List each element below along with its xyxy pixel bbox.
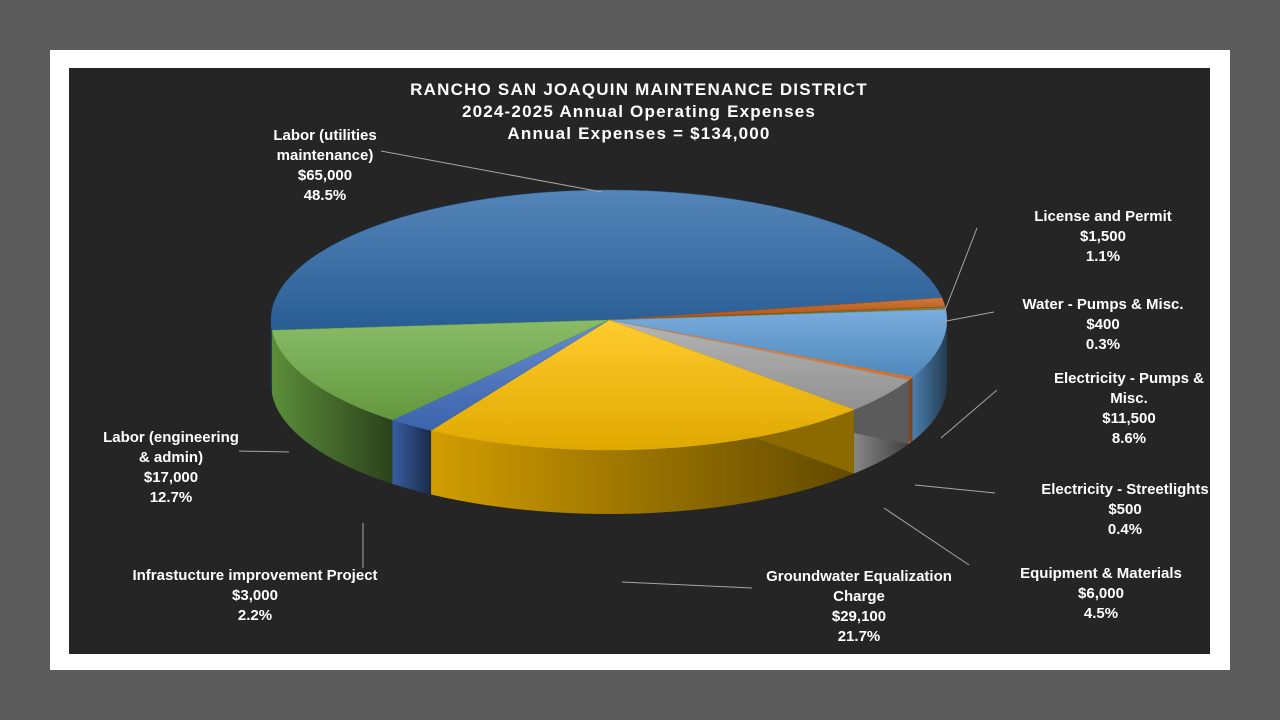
data-label-4: Electricity - Pumps & Misc. $11,500 8.6% [1054, 370, 1204, 447]
pie-side-8 [392, 419, 432, 495]
data-label-6: Equipment & Materials $6,000 4.5% [1020, 565, 1182, 622]
pie-slice-9 [271, 319, 610, 421]
pie-slice-1 [270, 189, 943, 331]
pie-side-4 [912, 320, 947, 442]
slide-frame: RANCHO SAN JOAQUIN MAINTENANCE DISTRICT 2… [50, 50, 1230, 670]
chart-title-line-3: Annual Expenses = $134,000 [507, 124, 770, 143]
chart-title-line-2: 2024-2025 Annual Operating Expenses [462, 102, 816, 121]
data-labels: Labor (utilities maintenance) $65,000 48.5%… [103, 127, 1209, 645]
data-label-9: Labor (engineering & admin) $17,000 12.7% [103, 429, 239, 506]
data-label-8: Infrastucture improvement Project $3,000 2… [132, 567, 377, 624]
chart-title-line-1: RANCHO SAN JOAQUIN MAINTENANCE DISTRICT [410, 80, 868, 99]
leader-line-9 [238, 450, 290, 453]
data-label-5: Electricity - Streetlights $500 0.4% [1041, 481, 1209, 538]
leader-line-3 [940, 311, 995, 323]
leader-line-1 [380, 150, 603, 193]
pie-side-1 [271, 320, 273, 395]
pie-chart: RANCHO SAN JOAQUIN MAINTENANCE DISTRICT 2… [103, 80, 1209, 645]
chart-area: RANCHO SAN JOAQUIN MAINTENANCE DISTRICT 2… [69, 68, 1210, 654]
leader-line-2 [943, 227, 978, 314]
leader-line-7 [621, 581, 753, 589]
leader-line-4 [940, 389, 998, 439]
chart-title: RANCHO SAN JOAQUIN MAINTENANCE DISTRICT 2… [410, 80, 868, 143]
pie-side-9 [272, 330, 393, 484]
pie-slice-4 [608, 308, 948, 378]
data-label-1: Labor (utilities maintenance) $65,000 48.5% [273, 127, 376, 204]
pie-side-7 [431, 409, 854, 514]
pie-slice-7 [430, 319, 855, 451]
pie-top [270, 189, 948, 451]
data-label-7: Groundwater Equalization Charge $29,100 21.… [766, 568, 952, 645]
leader-line-5 [914, 484, 996, 494]
data-label-3: Water - Pumps & Misc. $400 0.3% [1022, 296, 1183, 353]
leader-line-6 [883, 507, 970, 566]
data-label-2: License and Permit $1,500 1.1% [1034, 208, 1172, 265]
